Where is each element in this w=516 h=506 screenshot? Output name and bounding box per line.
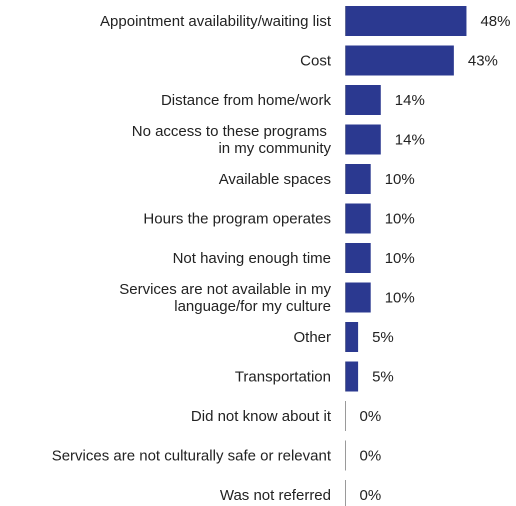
bar — [345, 164, 371, 194]
category-label: Did not know about it — [191, 408, 332, 425]
value-label: 0% — [360, 448, 382, 465]
value-label: 5% — [372, 369, 394, 386]
category-label: Cost — [300, 53, 332, 70]
bar — [345, 85, 381, 115]
value-label: 10% — [385, 211, 415, 228]
bar — [345, 45, 454, 76]
value-label: 0% — [360, 487, 382, 504]
value-label: 43% — [468, 53, 498, 70]
value-label: 14% — [395, 132, 425, 149]
category-label: Distance from home/work — [161, 92, 332, 109]
bar — [345, 282, 371, 313]
bar — [345, 322, 359, 352]
bar — [345, 243, 371, 273]
value-label: 48% — [480, 13, 510, 30]
category-label: Services are not culturally safe or rele… — [52, 448, 332, 465]
value-label: 10% — [385, 171, 415, 188]
bar — [345, 203, 371, 234]
bar — [345, 6, 467, 36]
category-label: No access to these programs in my commun… — [132, 123, 332, 157]
value-label: 5% — [372, 329, 394, 346]
bars-layer — [345, 6, 467, 392]
category-label: Transportation — [235, 369, 331, 386]
bar — [345, 124, 381, 155]
value-label: 14% — [395, 92, 425, 109]
category-label: Appointment availability/waiting list — [100, 13, 332, 30]
category-label: Available spaces — [219, 171, 331, 188]
value-label: 0% — [360, 408, 382, 425]
bar — [345, 361, 359, 392]
category-label: Other — [293, 329, 331, 346]
category-label: Was not referred — [220, 487, 331, 504]
value-label: 10% — [385, 250, 415, 267]
category-label: Services are not available in my language… — [119, 281, 331, 315]
value-labels: 48% 43% 14% 14% 10% 10% 10% 10% 5% 5% 0% 0% 0% — [360, 13, 511, 504]
category-labels: Appointment availability/waiting list Cos… — [52, 13, 332, 504]
category-label: Hours the program operates — [143, 211, 331, 228]
category-label: Not having enough time — [173, 250, 331, 267]
value-label: 10% — [385, 290, 415, 307]
